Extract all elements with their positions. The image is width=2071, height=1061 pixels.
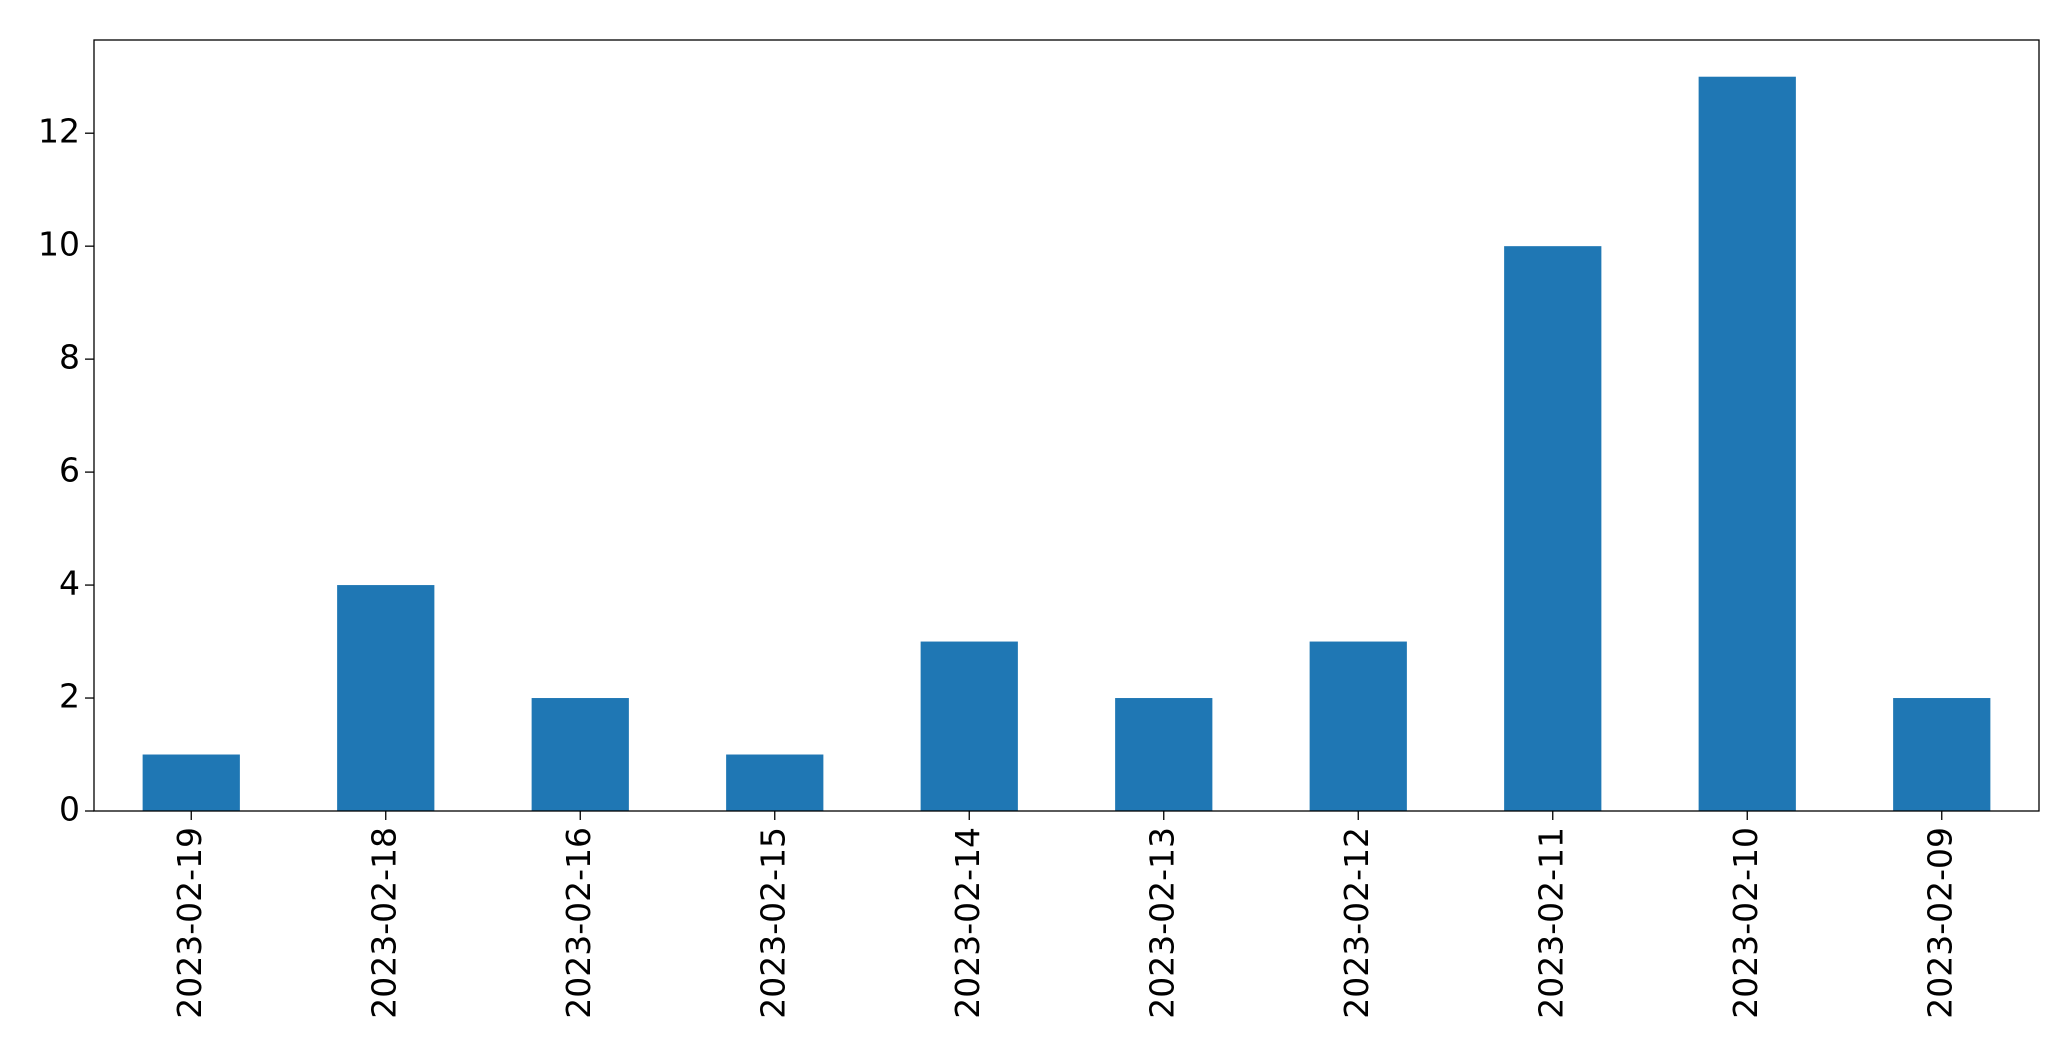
y-tick-label: 12 (38, 112, 80, 151)
bar (1309, 641, 1407, 811)
x-tick-label: 2023-02-18 (364, 827, 403, 1019)
x-tick-label: 2023-02-09 (1920, 827, 1959, 1019)
bar (920, 641, 1018, 811)
bar (337, 585, 435, 811)
bar (726, 754, 824, 811)
bar (531, 698, 629, 811)
x-tick-label: 2023-02-11 (1531, 827, 1570, 1019)
plot-frame (93, 39, 2040, 812)
y-tick-label: 8 (59, 338, 80, 377)
y-tick-label: 6 (59, 451, 80, 490)
bar (1115, 698, 1213, 811)
x-tick-label: 2023-02-14 (948, 827, 987, 1019)
x-tick-label: 2023-02-12 (1337, 827, 1376, 1019)
bar (1504, 246, 1602, 811)
y-tick-label: 0 (59, 790, 80, 829)
x-tick-label: 2023-02-13 (1142, 827, 1181, 1019)
y-tick-label: 4 (59, 564, 80, 603)
x-tick-label: 2023-02-16 (559, 827, 598, 1019)
x-tick-label: 2023-02-10 (1726, 827, 1765, 1019)
y-tick-label: 2 (59, 677, 80, 716)
x-tick-label: 2023-02-19 (170, 827, 209, 1019)
x-tick-label: 2023-02-15 (753, 827, 792, 1019)
bar (142, 754, 240, 811)
bar (1698, 76, 1796, 811)
y-tick-label: 10 (38, 225, 80, 264)
bar (1893, 698, 1991, 811)
